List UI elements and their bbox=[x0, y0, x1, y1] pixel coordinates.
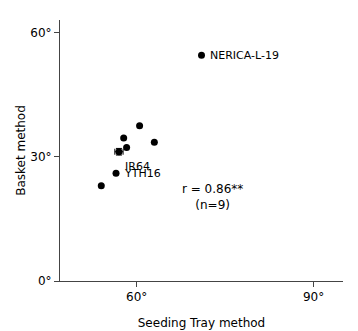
svg-text:YTH16: YTH16 bbox=[124, 167, 161, 180]
svg-text:r = 0.86**(n=9): r = 0.86**(n=9) bbox=[182, 182, 243, 212]
svg-text:0°: 0° bbox=[38, 274, 52, 288]
svg-text:NERICA-L-19: NERICA-L-19 bbox=[210, 49, 279, 62]
svg-text:Basket method: Basket method bbox=[14, 105, 28, 196]
svg-text:Seeding Tray method: Seeding Tray method bbox=[138, 316, 265, 330]
svg-text:30°: 30° bbox=[30, 150, 51, 164]
svg-text:90°: 90° bbox=[303, 290, 324, 304]
svg-text:60°: 60° bbox=[30, 26, 51, 40]
svg-text:60°: 60° bbox=[126, 290, 147, 304]
svg-text:IR64: IR64 bbox=[125, 160, 150, 173]
